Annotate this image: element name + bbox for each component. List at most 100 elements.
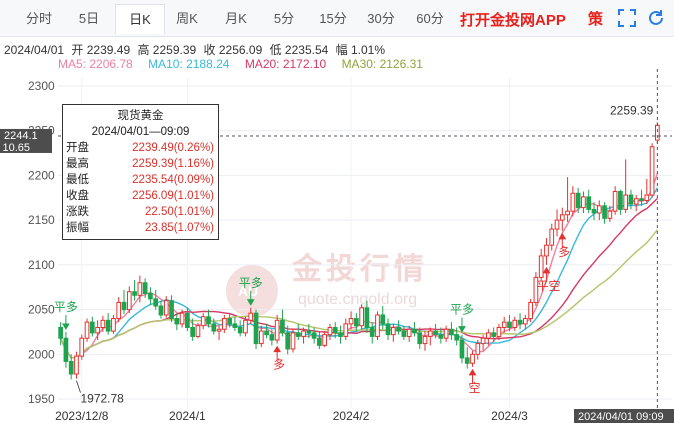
candle-body	[602, 205, 607, 219]
candle-body	[348, 318, 354, 325]
candle-body	[570, 192, 576, 212]
tab-timeshare[interactable]: 分时	[25, 11, 52, 26]
candle	[163, 296, 169, 318]
info-low: 低 2235.54	[269, 43, 329, 57]
low-annotation: 1972.78	[80, 392, 124, 406]
tab-15min[interactable]: 15分	[319, 11, 347, 26]
candle	[63, 331, 69, 368]
candle	[512, 316, 518, 332]
info-range: 幅 1.01%	[335, 43, 386, 57]
tab-5day[interactable]: 5日	[78, 11, 100, 26]
candle	[232, 316, 238, 332]
candle	[544, 238, 549, 265]
candle-body	[290, 332, 296, 350]
candle	[385, 318, 391, 341]
candle	[116, 297, 122, 323]
tab-daily-k[interactable]: 日K	[115, 4, 165, 34]
candle	[649, 143, 655, 197]
candle	[533, 272, 539, 307]
candle	[100, 315, 106, 332]
tooltip-label: 最低	[66, 174, 89, 186]
candle-body	[264, 330, 269, 336]
tooltip-value: 22.50(1.01%)	[144, 206, 214, 218]
candle-body	[163, 300, 169, 316]
candle	[332, 322, 338, 339]
candle	[306, 323, 312, 339]
expand-icon[interactable]	[617, 8, 637, 28]
candle	[89, 316, 95, 337]
tab-60min[interactable]: 60分	[416, 11, 444, 26]
candle-body	[486, 332, 491, 339]
candle	[111, 314, 116, 334]
candle	[95, 320, 100, 341]
candle	[433, 323, 438, 339]
candle-body	[633, 198, 639, 205]
tooltip-row: 开盘 2239.49(0.26%)	[63, 140, 218, 156]
candle-body	[512, 319, 518, 328]
candle-body	[359, 307, 364, 327]
candle	[327, 323, 333, 341]
tab-weekly-k[interactable]: 周K	[176, 11, 198, 26]
candle	[237, 320, 243, 337]
candle-body	[121, 301, 127, 311]
candle-body	[639, 198, 644, 201]
candle-body	[586, 196, 592, 210]
candle-body	[628, 194, 634, 205]
candle-body	[174, 318, 180, 325]
candle-body	[332, 326, 338, 334]
candle-body	[79, 337, 85, 357]
candle	[153, 289, 159, 310]
y-tick-label: 2200	[28, 168, 55, 182]
candle-body	[185, 312, 190, 328]
refresh-icon[interactable]	[646, 8, 666, 28]
candle	[628, 189, 634, 210]
candle-body	[554, 219, 560, 230]
candle	[179, 309, 185, 328]
candle-body	[285, 332, 291, 350]
candle	[317, 331, 322, 349]
candle	[412, 322, 417, 337]
candle-body	[390, 326, 396, 336]
candle-body	[269, 334, 275, 341]
candle	[253, 309, 259, 349]
candle-body	[74, 355, 79, 375]
candle	[343, 318, 349, 341]
candle	[565, 177, 570, 222]
tooltip-label: 开盘	[66, 142, 89, 154]
signal-label: 多	[558, 245, 570, 259]
tooltip-label: 收盘	[66, 190, 89, 202]
candle	[68, 354, 74, 380]
tab-30min[interactable]: 30分	[367, 11, 395, 26]
candle-body	[449, 328, 454, 336]
tooltip-row: 最高 2259.39(1.16%)	[63, 156, 218, 172]
tooltip-value: 2259.39(1.16%)	[132, 158, 214, 170]
signal-arrow	[246, 290, 255, 306]
ma-legend: MA5: 2206.78 MA10: 2188.24 MA20: 2172.10…	[58, 57, 435, 71]
candle-body	[158, 305, 164, 316]
watermark-url: quote.cngold.org	[298, 291, 417, 308]
candle-body	[380, 314, 386, 325]
legend-ma10: MA10: 2188.24	[148, 57, 230, 71]
y-tick-label: 2000	[28, 347, 55, 361]
candle	[570, 186, 576, 217]
tab-monthly-k[interactable]: 月K	[225, 11, 247, 26]
candle	[348, 311, 354, 330]
signal-arrow	[558, 232, 567, 248]
candle	[158, 300, 164, 319]
strategy-button[interactable]: 策	[588, 11, 604, 28]
candle-body	[623, 194, 629, 210]
low-annotation-leader	[76, 380, 81, 393]
candle	[390, 323, 396, 342]
tab-5min[interactable]: 5分	[273, 11, 295, 26]
legend-ma30: MA30: 2126.31	[341, 57, 423, 71]
candle	[264, 323, 269, 339]
candle	[258, 325, 264, 348]
x-tick-label: 2024/1	[169, 409, 206, 423]
legend-ma5: MA5: 2206.78	[58, 57, 133, 71]
candle-body	[111, 318, 116, 332]
candle-body	[480, 337, 486, 345]
candle	[559, 207, 565, 231]
watermark-logo	[226, 265, 278, 317]
open-app-link[interactable]: 打开金投网APP	[460, 12, 566, 29]
